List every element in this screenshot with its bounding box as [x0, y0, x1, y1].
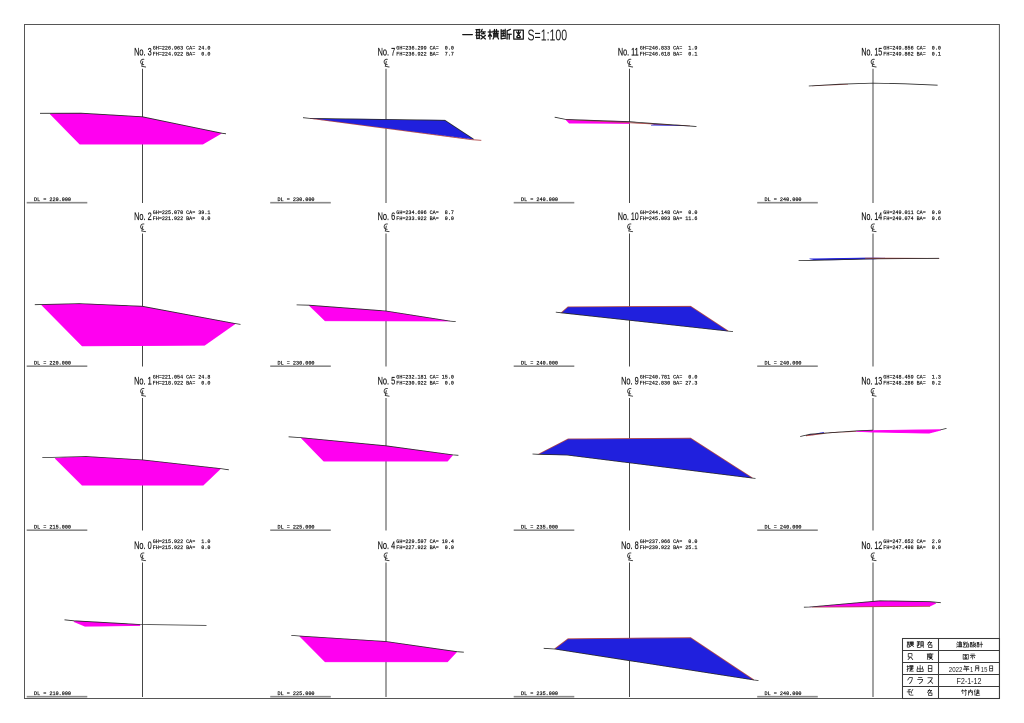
svg-text:DL = 225.000: DL = 225.000: [278, 524, 316, 531]
svg-text:GH=246.833 CA= 1.9: GH=246.833 CA= 1.9: [640, 44, 698, 51]
svg-text:FH=215.922 BA= 0.0: FH=215.922 BA= 0.0: [153, 544, 211, 551]
svg-text:FH=233.922 BA= 0.0: FH=233.922 BA= 0.0: [396, 215, 454, 222]
svg-text:FH=245.093 BA= 11.6: FH=245.093 BA= 11.6: [640, 215, 698, 222]
svg-text:DL = 220.000: DL = 220.000: [34, 196, 72, 203]
svg-text:DL = 240.000: DL = 240.000: [521, 196, 559, 203]
svg-text:FH=246.618 BA= 0.1: FH=246.618 BA= 0.1: [640, 50, 698, 57]
svg-text:No. 12: No. 12: [861, 540, 882, 552]
svg-text:No. 8: No. 8: [621, 540, 639, 552]
svg-text:FH=249.862 BA= 0.1: FH=249.862 BA= 0.1: [883, 50, 941, 57]
svg-text:DL = 210.000: DL = 210.000: [34, 690, 72, 697]
svg-text:DL = 225.000: DL = 225.000: [278, 690, 316, 697]
svg-text:No. 3: No. 3: [134, 46, 152, 58]
svg-text:FH=242.830 BA= 27.3: FH=242.830 BA= 27.3: [640, 380, 698, 387]
svg-text:GH=249.856 CA= 0.0: GH=249.856 CA= 0.0: [883, 44, 941, 51]
svg-text:No. 0: No. 0: [134, 540, 152, 552]
svg-text:No. 4: No. 4: [378, 540, 396, 552]
svg-text:S=1:100: S=1:100: [528, 27, 568, 44]
svg-text:GH=248.459 CA= 1.3: GH=248.459 CA= 1.3: [883, 374, 941, 381]
svg-text:1: 1: [970, 665, 973, 674]
svg-text:DL = 215.000: DL = 215.000: [34, 524, 72, 531]
svg-text:GH=247.652 CA= 2.9: GH=247.652 CA= 2.9: [883, 538, 941, 545]
svg-text:FH=218.922 BA= 0.0: FH=218.922 BA= 0.0: [153, 380, 211, 387]
svg-text:No. 5: No. 5: [378, 376, 396, 388]
svg-text:GH=226.963 CA= 24.0: GH=226.963 CA= 24.0: [153, 44, 211, 51]
svg-text:GH=215.922 CA= 1.0: GH=215.922 CA= 1.0: [153, 538, 211, 545]
svg-text:GH=225.070 CA= 39.1: GH=225.070 CA= 39.1: [153, 209, 211, 216]
svg-text:No. 2: No. 2: [134, 211, 152, 223]
svg-text:GH=234.696 CA= 8.7: GH=234.696 CA= 8.7: [396, 209, 454, 216]
svg-text:FH=247.498 BA= 0.0: FH=247.498 BA= 0.0: [883, 544, 941, 551]
svg-text:FH=248.286 BA= 0.2: FH=248.286 BA= 0.2: [883, 380, 941, 387]
svg-text:DL = 240.000: DL = 240.000: [765, 360, 803, 367]
svg-text:2022: 2022: [949, 665, 963, 674]
svg-text:No. 1: No. 1: [134, 376, 152, 388]
svg-text:GH=232.181 CA= 15.0: GH=232.181 CA= 15.0: [396, 374, 454, 381]
svg-text:No. 9: No. 9: [621, 376, 639, 388]
svg-text:No. 6: No. 6: [378, 211, 396, 223]
svg-text:DL = 240.000: DL = 240.000: [521, 360, 559, 367]
svg-text:No. 10: No. 10: [618, 211, 639, 223]
svg-text:No. 13: No. 13: [861, 376, 882, 388]
svg-text:FH=224.922 BA= 0.0: FH=224.922 BA= 0.0: [153, 50, 211, 57]
svg-text:FH=227.922 BA= 0.0: FH=227.922 BA= 0.0: [396, 544, 454, 551]
svg-text:FH=236.922 BA= 7.7: FH=236.922 BA= 7.7: [396, 50, 454, 57]
svg-text:DL = 240.000: DL = 240.000: [765, 690, 803, 697]
svg-text:15: 15: [981, 665, 988, 674]
svg-text:GH=229.597 CA= 19.4: GH=229.597 CA= 19.4: [396, 538, 454, 545]
svg-text:GH=249.011 CA= 0.0: GH=249.011 CA= 0.0: [883, 209, 941, 216]
svg-text:DL = 240.000: DL = 240.000: [765, 524, 803, 531]
svg-text:GH=237.966 CA= 0.0: GH=237.966 CA= 0.0: [640, 538, 698, 545]
svg-text:DL = 230.000: DL = 230.000: [278, 196, 316, 203]
svg-text:FH=230.922 BA= 0.0: FH=230.922 BA= 0.0: [396, 380, 454, 387]
svg-text:F2-1-12: F2-1-12: [957, 677, 982, 686]
svg-text:GH=244.148 CA= 0.0: GH=244.148 CA= 0.0: [640, 209, 698, 216]
svg-text:No. 15: No. 15: [861, 46, 882, 58]
svg-text:FH=221.922 BA= 0.0: FH=221.922 BA= 0.0: [153, 215, 211, 222]
svg-text:FH=249.074 BA= 0.6: FH=249.074 BA= 0.6: [883, 215, 941, 222]
svg-text:DL = 240.000: DL = 240.000: [765, 196, 803, 203]
svg-text:DL = 235.000: DL = 235.000: [521, 690, 559, 697]
svg-text:DL = 220.000: DL = 220.000: [34, 360, 72, 367]
svg-text:DL = 235.000: DL = 235.000: [521, 524, 559, 531]
svg-text:GH=221.054 CA= 24.8: GH=221.054 CA= 24.8: [153, 374, 211, 381]
svg-text:No. 7: No. 7: [378, 46, 396, 58]
svg-text:GH=240.781 CA= 0.0: GH=240.781 CA= 0.0: [640, 374, 698, 381]
svg-text:DL = 230.000: DL = 230.000: [278, 360, 316, 367]
svg-text:FH=239.922 BA= 25.1: FH=239.922 BA= 25.1: [640, 544, 698, 551]
svg-text:No. 11: No. 11: [618, 46, 639, 58]
svg-text:No. 14: No. 14: [861, 211, 882, 223]
svg-text:GH=236.299 CA= 0.0: GH=236.299 CA= 0.0: [396, 44, 454, 51]
